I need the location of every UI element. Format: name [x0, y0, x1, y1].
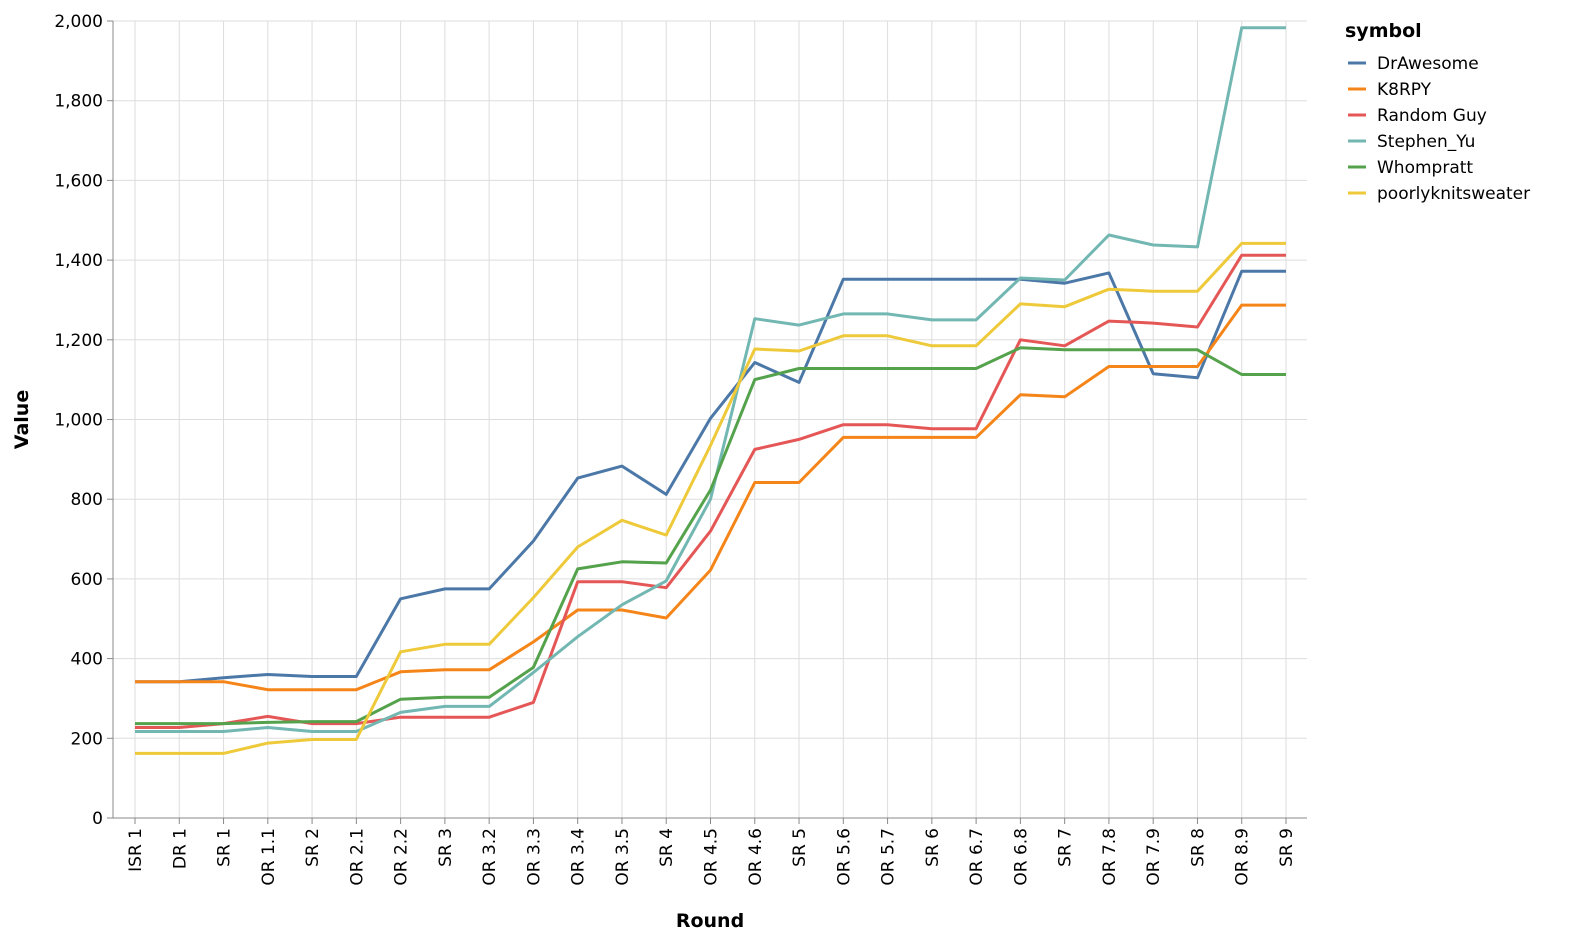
x-tick-label: OR 3.2: [480, 828, 500, 886]
legend-item: Random Guy: [1348, 106, 1487, 126]
x-tick-label: SR 1: [215, 828, 235, 867]
series-line-drawesome: [135, 269, 1286, 684]
y-tick-label: 600: [71, 570, 103, 590]
x-tick-label: SR 5: [790, 828, 810, 867]
legend-item: poorlyknitsweater: [1348, 184, 1530, 204]
x-tick-label: SR 4: [657, 828, 677, 867]
series-line-random-guy: [135, 253, 1286, 729]
y-tick-label: 1,200: [54, 331, 103, 351]
x-tick-label: OR 1.1: [259, 828, 279, 886]
y-tick-label: 1,400: [54, 251, 103, 271]
legend-item: K8RPY: [1348, 80, 1432, 100]
series-line-k8rpy: [135, 303, 1286, 692]
y-tick-label: 1,000: [54, 411, 103, 431]
x-tick-label: OR 2.2: [392, 828, 412, 886]
y-tick-label: 2,000: [54, 12, 103, 32]
x-tick-label: SR 6: [923, 828, 943, 867]
x-tick-label: ISR 1: [126, 828, 146, 872]
y-tick-label: 0: [92, 809, 103, 829]
legend-label: Whompratt: [1377, 158, 1473, 178]
x-tick-label: OR 4.6: [746, 828, 766, 886]
legend-label: Random Guy: [1377, 106, 1487, 126]
legend-items: DrAwesome K8RPY Random Guy Stephen_Yu Whompr…: [1348, 54, 1530, 204]
legend-item: Whompratt: [1348, 158, 1473, 178]
x-tick-label: SR 2: [303, 828, 323, 867]
x-tick-label: OR 3.4: [569, 828, 589, 886]
y-tick-label: 1,600: [54, 171, 103, 191]
legend-label: DrAwesome: [1377, 54, 1479, 74]
x-tick-label: OR 4.5: [702, 828, 722, 886]
x-tick-label: DR 1: [170, 828, 190, 869]
x-tick-label: OR 6.8: [1011, 828, 1031, 886]
y-tick-label: 800: [71, 490, 103, 510]
series-line-stephen-yu: [135, 26, 1286, 733]
series-line-whompratt: [135, 346, 1286, 726]
y-axis-ticks: 0 200 400 600 800 1,000 1,200 1,400 1,600 1,800 2,…: [54, 12, 113, 829]
legend-label: K8RPY: [1377, 80, 1432, 100]
x-tick-label: SR 3: [436, 828, 456, 867]
series-lines: [135, 26, 1286, 755]
x-axis-ticks: ISR 1 DR 1 SR 1 OR 1.1 SR 2 OR 2.1 OR 2.2 SR 3 O…: [126, 818, 1297, 886]
x-tick-label: OR 5.7: [879, 828, 899, 886]
x-tick-label: SR 8: [1188, 828, 1208, 867]
legend-label: Stephen_Yu: [1377, 132, 1475, 152]
x-axis-title: Round: [676, 910, 744, 932]
y-tick-label: 200: [71, 729, 103, 749]
y-tick-label: 1,800: [54, 92, 103, 112]
x-tick-label: OR 3.5: [613, 828, 633, 886]
x-tick-label: OR 5.6: [834, 828, 854, 886]
y-axis-title: Value: [11, 390, 33, 449]
x-tick-label: OR 3.3: [524, 828, 544, 886]
gridlines: [113, 20, 1307, 819]
x-tick-label: SR 7: [1056, 828, 1076, 867]
x-tick-label: OR 2.1: [347, 828, 367, 886]
legend-title: symbol: [1345, 20, 1422, 42]
x-tick-label: SR 9: [1277, 828, 1297, 867]
series-line-poorlyknitsweater: [135, 241, 1286, 755]
x-tick-label: OR 7.9: [1144, 828, 1164, 886]
legend-label: poorlyknitsweater: [1377, 184, 1530, 204]
x-tick-label: OR 6.7: [967, 828, 987, 886]
y-tick-label: 400: [71, 650, 103, 670]
legend-item: DrAwesome: [1348, 54, 1479, 74]
x-tick-label: OR 8.9: [1233, 828, 1253, 886]
x-tick-label: OR 7.8: [1100, 828, 1120, 886]
legend-item: Stephen_Yu: [1348, 132, 1475, 152]
legend: symbol DrAwesome K8RPY Random Guy Stephen_Y…: [1345, 20, 1530, 204]
